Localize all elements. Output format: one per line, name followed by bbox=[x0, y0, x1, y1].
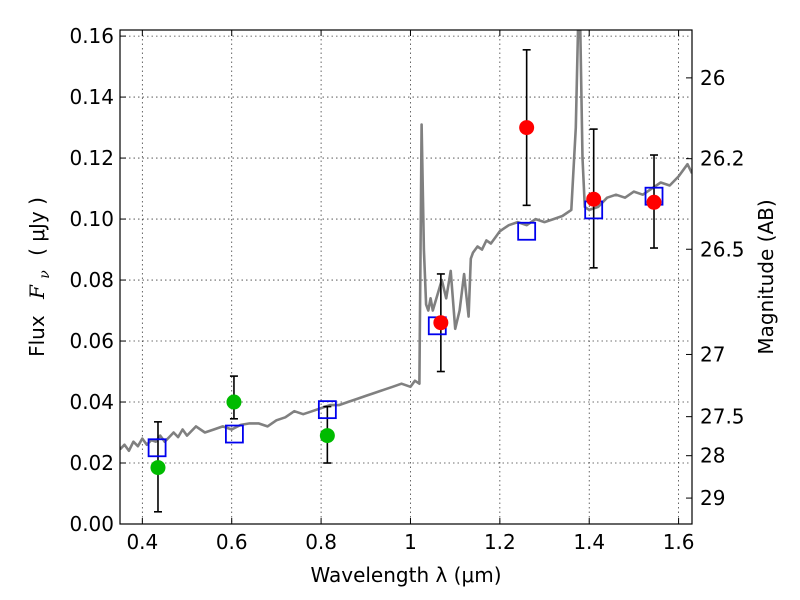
grid bbox=[120, 30, 692, 524]
y-axis-title-text: Flux bbox=[25, 315, 49, 357]
y2-tick-label: 28 bbox=[700, 444, 725, 468]
model-spectrum-layer bbox=[120, 30, 692, 453]
y-tick-label: 0.16 bbox=[69, 24, 114, 48]
y-tick-label: 0.14 bbox=[69, 85, 114, 109]
x-tick-label: 1.6 bbox=[663, 530, 695, 554]
y2-tick-label: 27 bbox=[700, 342, 725, 366]
y2-tick-label: 27.5 bbox=[700, 405, 745, 429]
y-tick-label: 0.08 bbox=[69, 268, 114, 292]
x-tick-label: 0.4 bbox=[126, 530, 158, 554]
observed-point bbox=[433, 315, 449, 331]
observed-point bbox=[519, 120, 535, 136]
tick-labels: 0.4 0.6 0.8 1 1.2 1.4 1.6 0.00 0.02 0.04 0.06 0.08 0… bbox=[69, 24, 744, 554]
model-photometry-layer bbox=[147, 186, 664, 458]
plot-frame bbox=[119, 29, 693, 525]
ticks bbox=[120, 30, 692, 525]
observed-point bbox=[646, 194, 662, 210]
observed-points-layer bbox=[150, 120, 662, 476]
model-band-square bbox=[317, 400, 337, 420]
x-tick-label: 1.4 bbox=[573, 530, 605, 554]
observed-point bbox=[150, 460, 166, 476]
y2-axis-title: Magnitude (AB) bbox=[754, 199, 778, 354]
y-tick-label: 0.06 bbox=[69, 329, 114, 353]
x-axis-title: Wavelength λ (μm) bbox=[310, 563, 501, 587]
model-band-square bbox=[224, 424, 244, 444]
model-spectrum-line bbox=[120, 30, 692, 453]
observed-point bbox=[319, 428, 335, 444]
y-tick-label: 0.02 bbox=[69, 451, 114, 475]
y-axis-title-unit: ( μJy ) bbox=[25, 197, 49, 256]
x-tick-label: 1 bbox=[404, 530, 417, 554]
y-axis-title: Flux F ν ( μJy ) bbox=[25, 197, 54, 357]
y-tick-label: 0.00 bbox=[69, 512, 114, 536]
observed-point bbox=[226, 394, 242, 410]
x-tick-label: 1.2 bbox=[484, 530, 516, 554]
observed-point bbox=[586, 191, 602, 207]
y-tick-label: 0.10 bbox=[69, 207, 114, 231]
y-axis-title-subscript: ν bbox=[37, 270, 53, 279]
y-tick-label: 0.04 bbox=[69, 390, 114, 414]
model-band-square bbox=[147, 438, 167, 458]
y2-tick-label: 29 bbox=[700, 486, 725, 510]
model-band-square bbox=[517, 221, 537, 241]
x-tick-label: 0.8 bbox=[305, 530, 337, 554]
y2-tick-label: 26.5 bbox=[700, 237, 745, 261]
x-tick-label: 0.6 bbox=[216, 530, 248, 554]
svg-text:Flux F ν ( μ: Flux F ν ( μJy ) bbox=[25, 197, 54, 357]
y-axis-title-symbol: F bbox=[25, 284, 49, 300]
y-tick-label: 0.12 bbox=[69, 146, 114, 170]
y2-tick-label: 26.2 bbox=[700, 147, 745, 171]
y2-tick-label: 26 bbox=[700, 66, 725, 90]
